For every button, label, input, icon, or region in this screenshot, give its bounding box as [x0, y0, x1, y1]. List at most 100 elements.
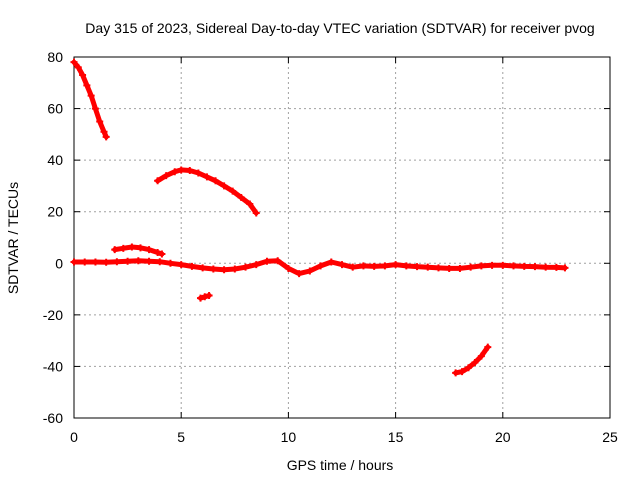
data-point [552, 263, 560, 271]
series-late-negative [452, 343, 492, 377]
data-point [306, 267, 314, 275]
data-point [464, 364, 472, 372]
data-point [424, 263, 432, 271]
data-point [338, 261, 346, 269]
data-point [119, 244, 127, 252]
data-point [145, 257, 153, 265]
data-point [349, 263, 357, 271]
data-point [531, 263, 539, 271]
data-point [91, 105, 99, 113]
data-point [471, 359, 479, 367]
data-point [520, 262, 528, 270]
data-point [91, 258, 99, 266]
data-point [413, 263, 421, 271]
data-point [171, 168, 179, 176]
data-point [499, 261, 507, 269]
data-point [402, 262, 410, 270]
data-point [145, 246, 153, 254]
data-point [111, 246, 119, 254]
data-point [542, 263, 550, 271]
data-point [488, 261, 496, 269]
data-point [295, 270, 303, 278]
x-tick-label: 15 [388, 429, 404, 445]
y-tick-label: 80 [47, 49, 63, 65]
data-point [177, 261, 185, 269]
plot-frame [73, 56, 611, 419]
data-point [196, 294, 204, 302]
data-point [456, 264, 464, 272]
data-point [124, 257, 132, 265]
y-tick-label: 40 [47, 152, 63, 168]
axis-ticks [73, 56, 611, 419]
data-point [203, 173, 211, 181]
data-point [113, 258, 121, 266]
y-tick-label: 60 [47, 101, 63, 117]
data-point [158, 250, 166, 258]
series-line [453, 344, 491, 376]
data-point [134, 257, 142, 265]
data-point [212, 177, 220, 185]
series-steep-segment [70, 58, 110, 141]
x-axis-label: GPS time / hours [287, 457, 394, 473]
x-tick-label: 5 [177, 429, 185, 445]
chart-title: Day 315 of 2023, Sidereal Day-to-day VTE… [85, 20, 594, 36]
data-point [229, 187, 237, 195]
data-point [477, 262, 485, 270]
data-point [209, 265, 217, 273]
data-point [274, 257, 282, 265]
data-point [392, 261, 400, 269]
data-point [252, 209, 260, 217]
data-point [186, 166, 194, 174]
data-point [188, 262, 196, 270]
data-point [83, 81, 91, 89]
data-point [381, 262, 389, 270]
data-point [220, 266, 228, 274]
data-point [252, 261, 260, 269]
data-point [242, 263, 250, 271]
data-point [100, 128, 108, 136]
x-tick-labels: 0 5 10 15 20 25 [70, 429, 618, 445]
data-point [166, 259, 174, 267]
x-tick-label: 0 [70, 429, 78, 445]
y-tick-label: 0 [55, 255, 63, 271]
y-axis-label: SDTVAR / TECUs [5, 182, 21, 294]
grid-lines [74, 57, 610, 418]
x-tick-label: 25 [602, 429, 618, 445]
data-series [70, 58, 569, 377]
data-point [177, 166, 185, 174]
series-line [71, 59, 109, 140]
data-point [128, 243, 136, 251]
y-tick-labels: -60 -40 -20 0 20 40 60 80 [43, 49, 63, 426]
data-point [284, 264, 292, 272]
data-point [81, 258, 89, 266]
data-point [445, 264, 453, 272]
data-point [317, 262, 325, 270]
data-point [156, 258, 164, 266]
data-point [327, 258, 335, 266]
series-main-trace [70, 257, 569, 278]
x-tick-label: 20 [495, 429, 511, 445]
data-point [359, 262, 367, 270]
data-point [458, 368, 466, 376]
data-point [70, 258, 78, 266]
data-point [154, 248, 162, 256]
data-point [237, 194, 245, 202]
data-point [194, 169, 202, 177]
data-point [154, 177, 162, 185]
data-point [510, 262, 518, 270]
data-point [102, 133, 110, 141]
data-point [246, 200, 254, 208]
data-point [561, 264, 569, 272]
data-point [136, 244, 144, 252]
y-tick-label: 20 [47, 204, 63, 220]
y-tick-label: -20 [43, 307, 63, 323]
data-point [70, 58, 78, 66]
data-point [484, 343, 492, 351]
x-tick-label: 10 [281, 429, 297, 445]
data-point [467, 263, 475, 271]
data-point [220, 182, 228, 190]
data-point [199, 264, 207, 272]
data-point [231, 265, 239, 273]
data-point [74, 63, 82, 71]
